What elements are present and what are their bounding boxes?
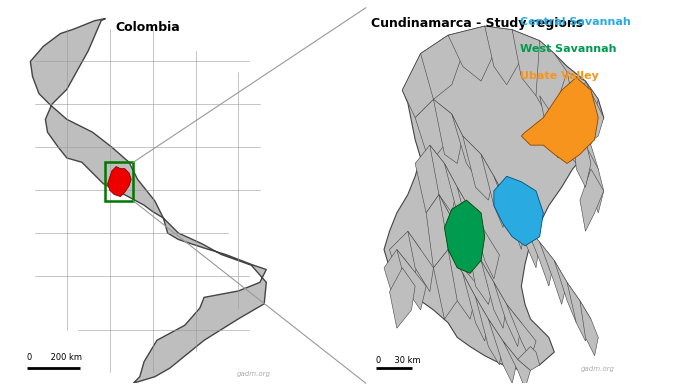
Polygon shape [573, 121, 591, 187]
Polygon shape [421, 35, 463, 99]
Polygon shape [452, 219, 481, 282]
Text: gadm.org: gadm.org [580, 366, 614, 372]
Polygon shape [536, 41, 567, 118]
Polygon shape [426, 195, 452, 268]
Polygon shape [580, 301, 598, 356]
Polygon shape [458, 187, 485, 255]
Polygon shape [30, 18, 266, 383]
Polygon shape [494, 176, 525, 249]
Polygon shape [470, 209, 499, 279]
Polygon shape [540, 242, 567, 305]
Text: Ubate Valley: Ubate Valley [519, 71, 598, 81]
Polygon shape [390, 268, 415, 328]
Polygon shape [466, 237, 494, 305]
Text: Colombia: Colombia [115, 21, 179, 34]
Polygon shape [540, 96, 562, 158]
Polygon shape [429, 145, 458, 213]
Polygon shape [567, 282, 591, 341]
Polygon shape [518, 346, 540, 370]
Bar [105, 162, 134, 201]
Polygon shape [384, 26, 603, 370]
Polygon shape [402, 54, 439, 118]
Polygon shape [397, 249, 426, 310]
Polygon shape [481, 260, 507, 328]
Polygon shape [481, 154, 507, 228]
Polygon shape [439, 195, 466, 264]
Text: 0     30 km: 0 30 km [376, 355, 421, 364]
Text: West Savannah: West Savannah [519, 44, 616, 54]
Polygon shape [445, 200, 485, 273]
Polygon shape [448, 249, 475, 319]
Polygon shape [445, 163, 470, 231]
Polygon shape [488, 319, 518, 383]
Polygon shape [554, 260, 580, 323]
Text: Central Savannah: Central Savannah [519, 17, 630, 27]
Polygon shape [452, 114, 481, 176]
Polygon shape [521, 77, 598, 163]
Polygon shape [108, 167, 132, 197]
Polygon shape [558, 99, 580, 163]
Polygon shape [567, 72, 598, 127]
Polygon shape [580, 169, 603, 231]
Polygon shape [463, 273, 488, 341]
Polygon shape [448, 26, 494, 81]
Polygon shape [415, 145, 445, 213]
Polygon shape [576, 81, 603, 145]
Polygon shape [576, 121, 598, 191]
Polygon shape [434, 99, 463, 163]
Polygon shape [525, 224, 554, 286]
Polygon shape [434, 249, 463, 319]
Polygon shape [586, 145, 603, 213]
Polygon shape [463, 136, 494, 200]
Polygon shape [507, 200, 540, 268]
Text: Cundinamarca - Study regions: Cundinamarca - Study regions [371, 17, 583, 30]
Text: 0       200 km: 0 200 km [27, 353, 82, 362]
Polygon shape [485, 26, 521, 85]
Polygon shape [494, 176, 543, 246]
Polygon shape [494, 282, 521, 346]
Polygon shape [512, 30, 549, 96]
Polygon shape [415, 99, 452, 163]
Polygon shape [475, 297, 503, 365]
Polygon shape [408, 231, 434, 292]
Text: gadm.org: gadm.org [236, 371, 271, 377]
Polygon shape [507, 305, 536, 359]
Polygon shape [503, 341, 530, 389]
Polygon shape [390, 231, 421, 292]
Polygon shape [384, 249, 412, 310]
